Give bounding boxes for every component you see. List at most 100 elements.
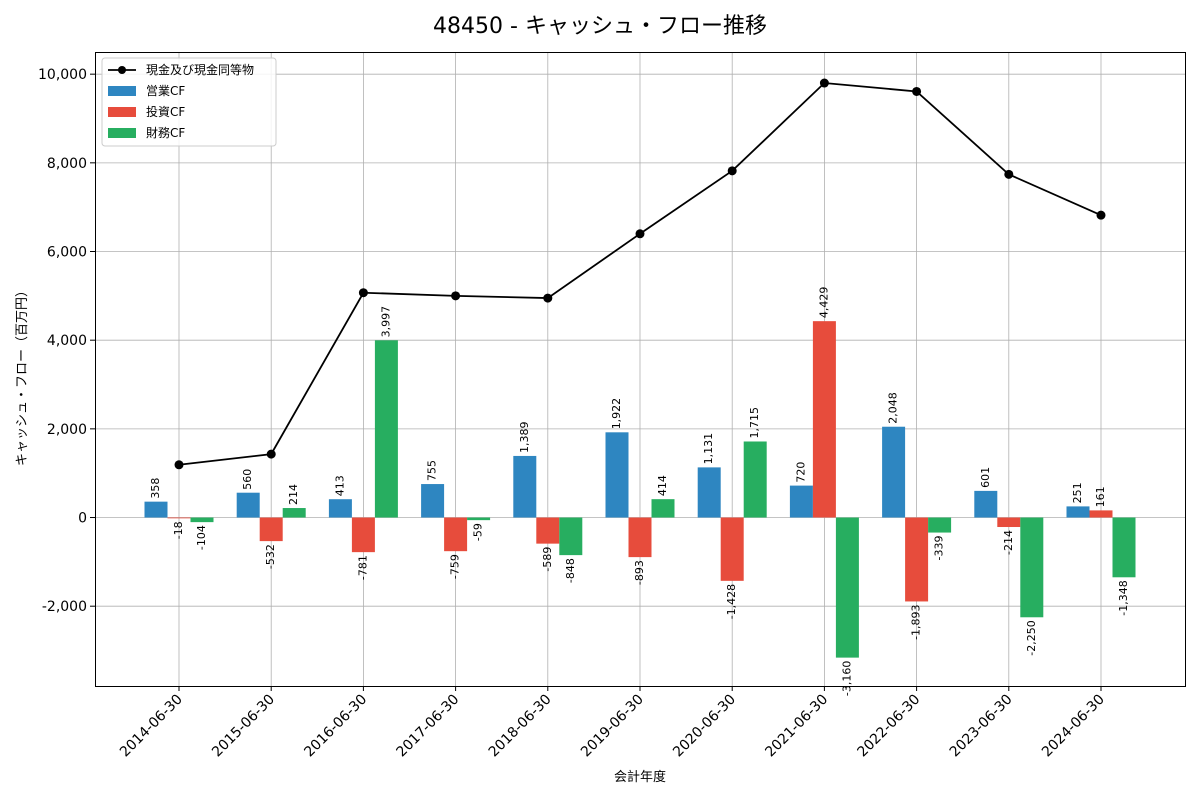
- x-tick-label-9: 2023-06-30: [947, 692, 1016, 761]
- legend-label-0: 現金及び現金同等物: [146, 62, 254, 77]
- y-tick-label-3: 4,000: [47, 333, 87, 349]
- bar-value-label-2-0: -104: [195, 525, 208, 550]
- cash-line-point-5: [635, 229, 645, 239]
- bar-1-3: [444, 517, 468, 552]
- bar-value-label-2-3: -59: [472, 523, 485, 541]
- x-tick-label-6: 2020-06-30: [670, 692, 739, 761]
- legend-box: [101, 57, 277, 147]
- bar-1-1: [259, 517, 283, 542]
- x-tick-label-1: 2015-06-30: [209, 692, 278, 761]
- bar-value-label-0-3: 755: [426, 460, 439, 481]
- bar-value-label-1-10: 161: [1094, 486, 1107, 507]
- bar-1-6: [720, 517, 744, 581]
- x-tick-label-4: 2018-06-30: [486, 692, 555, 761]
- bar-1-8: [905, 517, 929, 602]
- y-tick-label-5: 8,000: [47, 156, 87, 172]
- cash-line-point-0: [174, 460, 184, 470]
- cash-line-point-1: [266, 449, 276, 459]
- y-tick-label-2: 2,000: [47, 422, 87, 438]
- bar-1-5: [628, 517, 652, 558]
- bar-value-label-0-6: 1,131: [702, 433, 715, 465]
- bar-value-label-1-1: -532: [264, 544, 277, 569]
- bar-value-label-2-9: -2,250: [1025, 620, 1038, 655]
- bar-2-4: [559, 517, 583, 556]
- bar-0-3: [421, 484, 445, 518]
- legend-swatch-3: [108, 128, 136, 138]
- bar-value-labels: 358 560 413 755 1,389 1,922 1,131 720 2,048 601 25…: [149, 287, 1130, 696]
- bar-value-label-2-10: -1,348: [1117, 580, 1130, 615]
- cash-line-point-8: [912, 86, 922, 96]
- bar-0-9: [974, 490, 998, 518]
- y-tick-label-0: -2,000: [42, 599, 87, 615]
- chart-title: 48450 - キャッシュ・フロー推移: [433, 14, 767, 39]
- bar-value-label-2-4: -848: [564, 558, 577, 583]
- bar-value-label-2-1: 214: [287, 484, 300, 505]
- bar-1-0: [167, 517, 191, 519]
- bar-0-1: [236, 492, 260, 518]
- y-tick-label-4: 6,000: [47, 245, 87, 261]
- bar-1-2: [351, 517, 375, 553]
- legend-swatch-1: [108, 86, 136, 96]
- bar-1-10: [1089, 510, 1113, 518]
- legend-label-2: 投資CF: [146, 104, 185, 119]
- bar-0-10: [1066, 506, 1090, 518]
- bar-value-label-2-6: 1,715: [748, 407, 761, 439]
- bar-2-5: [651, 499, 675, 518]
- y-axis-ticks: -2,000 0 2,000 4,000 6,000 8,000 10,000: [38, 67, 95, 615]
- bar-value-label-0-7: 720: [794, 462, 807, 483]
- cash-line-point-10: [1096, 210, 1106, 220]
- cash-line-point-2: [358, 288, 368, 298]
- bar-0-5: [605, 432, 629, 518]
- bar-1-9: [997, 517, 1021, 528]
- bar-0-7: [789, 485, 813, 518]
- bar-2-6: [743, 441, 767, 518]
- bar-value-label-1-2: -781: [356, 555, 369, 580]
- bar-0-0: [144, 501, 168, 518]
- x-tick-label-8: 2022-06-30: [855, 692, 924, 761]
- bar-value-label-0-4: 1,389: [518, 421, 531, 453]
- x-tick-label-3: 2017-06-30: [394, 692, 463, 761]
- bar-2-2: [374, 340, 398, 518]
- bar-value-label-2-2: 3,997: [379, 306, 392, 338]
- x-axis-ticks: 2014-06-30 2015-06-30 2016-06-30 2017-06-30…: [117, 686, 1108, 760]
- bar-value-label-0-2: 413: [333, 475, 346, 496]
- y-tick-label-1: 0: [78, 511, 87, 527]
- bar-2-1: [282, 508, 306, 518]
- y-tick-label-6: 10,000: [38, 67, 87, 83]
- bar-1-4: [536, 517, 560, 544]
- bar-2-0: [190, 517, 214, 523]
- cash-line-point-3: [451, 291, 461, 301]
- bar-value-label-0-5: 1,922: [610, 398, 623, 430]
- bar-2-9: [1020, 517, 1044, 618]
- legend-label-3: 財務CF: [146, 125, 185, 140]
- bar-1-7: [812, 321, 836, 518]
- bar-2-10: [1112, 517, 1136, 578]
- bar-value-label-1-9: -214: [1002, 530, 1015, 555]
- bar-0-2: [328, 499, 352, 518]
- bar-value-label-0-1: 560: [241, 469, 254, 490]
- legend-line-marker: [118, 66, 126, 74]
- bar-value-label-0-0: 358: [149, 478, 162, 499]
- bar-value-label-1-6: -1,428: [725, 584, 738, 619]
- bar-value-label-1-3: -759: [449, 554, 462, 579]
- bar-value-label-0-9: 601: [979, 467, 992, 488]
- bar-0-8: [882, 426, 906, 518]
- bar-value-label-1-0: -18: [172, 521, 185, 539]
- bar-0-6: [697, 467, 721, 518]
- cash-line-point-7: [819, 78, 829, 88]
- x-axis-label: 会計年度: [614, 769, 666, 785]
- bar-value-label-1-4: -589: [541, 547, 554, 572]
- bar-value-label-1-5: -893: [633, 560, 646, 585]
- cash-line: [174, 78, 1106, 470]
- bar-value-label-1-7: 4,429: [817, 287, 830, 319]
- bar-value-label-2-8: -339: [933, 536, 946, 561]
- cash-line-point-9: [1004, 169, 1014, 179]
- bars: [144, 321, 1136, 658]
- x-tick-label-0: 2014-06-30: [117, 692, 186, 761]
- bar-value-label-1-8: -1,893: [910, 604, 923, 639]
- legend-swatch-2: [108, 107, 136, 117]
- y-axis-label: キャッシュ・フロー（百万円）: [15, 284, 30, 466]
- x-tick-label-2: 2016-06-30: [301, 692, 370, 761]
